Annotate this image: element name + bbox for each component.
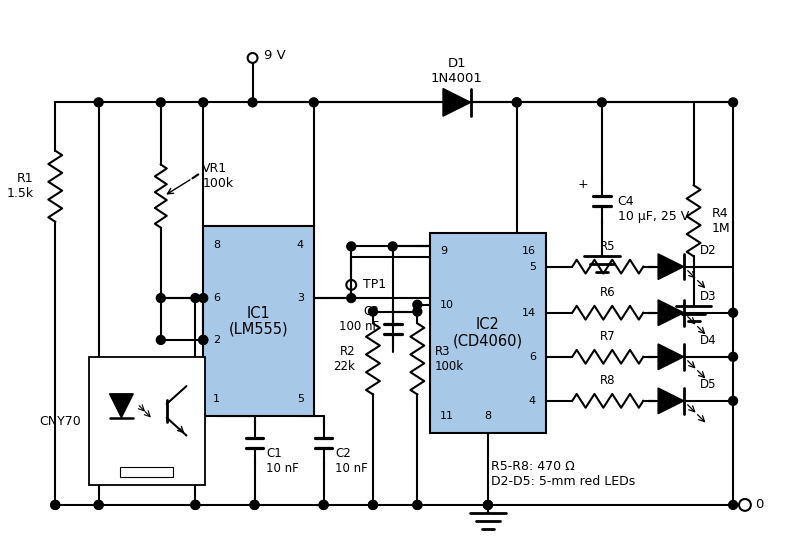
Circle shape	[94, 500, 103, 509]
Text: C1
10 nF: C1 10 nF	[266, 447, 299, 475]
Text: 8: 8	[484, 411, 491, 421]
Text: R5-R8: 470 Ω
D2-D5: 5-mm red LEDs: R5-R8: 470 Ω D2-D5: 5-mm red LEDs	[491, 459, 636, 488]
Text: 11: 11	[440, 411, 454, 421]
Circle shape	[512, 98, 522, 107]
Circle shape	[598, 98, 606, 107]
Circle shape	[191, 294, 200, 302]
Circle shape	[369, 500, 378, 509]
Circle shape	[388, 242, 397, 251]
Text: R2
22k: R2 22k	[334, 345, 355, 373]
Circle shape	[319, 500, 328, 509]
Circle shape	[191, 500, 200, 509]
Bar	[120, 468, 173, 478]
Text: 2: 2	[97, 467, 104, 478]
Text: C3
100 nF: C3 100 nF	[338, 305, 379, 334]
Text: 6: 6	[529, 352, 536, 362]
Text: TP1: TP1	[363, 279, 386, 291]
Bar	[203, 225, 314, 416]
Polygon shape	[658, 300, 684, 326]
Text: 2: 2	[213, 335, 220, 345]
Circle shape	[156, 336, 166, 345]
Text: 10: 10	[440, 300, 454, 310]
Text: 9 V: 9 V	[265, 49, 286, 63]
Circle shape	[250, 500, 259, 509]
Circle shape	[319, 500, 328, 509]
Text: 16: 16	[522, 247, 536, 257]
Text: R1
1.5k: R1 1.5k	[6, 172, 34, 200]
Circle shape	[156, 98, 166, 107]
Polygon shape	[658, 254, 684, 279]
Circle shape	[199, 336, 208, 345]
Text: 8: 8	[213, 239, 220, 249]
Circle shape	[369, 500, 378, 509]
Text: 9: 9	[440, 247, 447, 257]
Circle shape	[729, 397, 738, 406]
Text: 4: 4	[190, 367, 198, 377]
Text: IC1: IC1	[246, 305, 270, 321]
Text: +: +	[578, 178, 588, 191]
Circle shape	[156, 294, 166, 302]
Text: 5: 5	[297, 394, 304, 404]
Circle shape	[248, 98, 257, 107]
Circle shape	[94, 98, 103, 107]
Text: R7: R7	[600, 330, 615, 343]
Text: 3: 3	[190, 467, 198, 478]
Text: D5: D5	[699, 378, 716, 391]
Polygon shape	[658, 388, 684, 414]
Circle shape	[199, 98, 208, 107]
Circle shape	[729, 308, 738, 317]
Circle shape	[413, 300, 422, 309]
Circle shape	[94, 500, 103, 509]
Text: 14: 14	[522, 307, 536, 317]
Text: D4: D4	[699, 334, 716, 347]
Text: R4
1M: R4 1M	[711, 207, 730, 235]
Text: 0: 0	[754, 499, 763, 511]
Text: 1: 1	[97, 367, 104, 377]
Circle shape	[199, 336, 208, 345]
Circle shape	[191, 500, 200, 509]
Circle shape	[199, 294, 208, 302]
Text: 3: 3	[297, 293, 304, 303]
Text: R3
100k: R3 100k	[435, 345, 464, 373]
Circle shape	[729, 98, 738, 107]
Text: R6: R6	[600, 286, 615, 299]
Text: CNY70: CNY70	[39, 414, 81, 428]
Circle shape	[483, 500, 492, 509]
Circle shape	[51, 500, 60, 509]
Polygon shape	[443, 89, 470, 116]
Text: D1
1N4001: D1 1N4001	[431, 57, 482, 85]
Text: VR1
100k: VR1 100k	[202, 162, 234, 191]
Polygon shape	[110, 394, 134, 418]
Text: 4: 4	[297, 239, 304, 249]
Circle shape	[347, 242, 356, 251]
Circle shape	[483, 500, 492, 509]
Text: D3: D3	[699, 290, 716, 303]
Circle shape	[729, 352, 738, 361]
Text: D2: D2	[699, 244, 716, 257]
Circle shape	[413, 500, 422, 509]
Text: (LM555): (LM555)	[229, 321, 288, 336]
Circle shape	[347, 294, 356, 302]
Circle shape	[310, 98, 318, 107]
Text: IC2: IC2	[476, 317, 500, 332]
Text: R8: R8	[600, 374, 615, 387]
Circle shape	[729, 500, 738, 509]
Circle shape	[512, 98, 522, 107]
Circle shape	[250, 500, 259, 509]
Text: 5: 5	[529, 261, 536, 271]
Circle shape	[413, 500, 422, 509]
Circle shape	[413, 307, 422, 316]
Text: 6: 6	[213, 293, 220, 303]
Text: 1: 1	[213, 394, 220, 404]
Text: R5: R5	[600, 240, 615, 253]
Text: 4: 4	[529, 396, 536, 406]
Text: (CD4060): (CD4060)	[453, 333, 523, 348]
Bar	[89, 357, 206, 485]
Polygon shape	[658, 344, 684, 370]
Text: C2
10 nF: C2 10 nF	[335, 447, 368, 475]
Circle shape	[369, 307, 378, 316]
Circle shape	[51, 500, 60, 509]
Bar	[430, 233, 546, 433]
Text: C4
10 μF, 25 V: C4 10 μF, 25 V	[618, 195, 689, 223]
